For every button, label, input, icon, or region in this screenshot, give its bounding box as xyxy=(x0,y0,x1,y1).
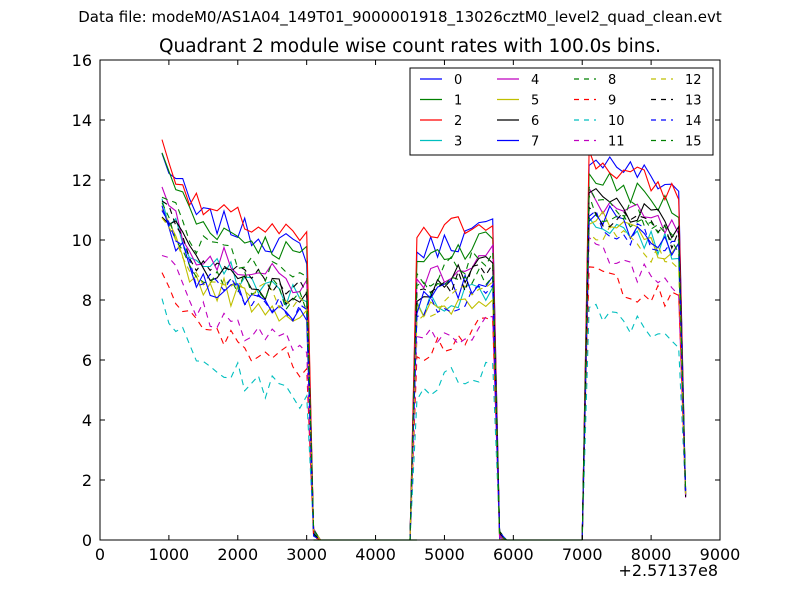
chart-title: Quadrant 2 module wise count rates with … xyxy=(158,36,662,57)
x-tick-label: 8000 xyxy=(631,545,672,564)
legend-label: 6 xyxy=(531,114,539,129)
series-line-15 xyxy=(161,186,687,541)
x-tick-label: 6000 xyxy=(493,545,534,564)
legend-label: 3 xyxy=(454,135,462,150)
legend-label: 14 xyxy=(685,114,702,129)
x-tick-label: 5000 xyxy=(424,545,465,564)
series-line-11 xyxy=(161,236,687,541)
series-line-13 xyxy=(161,200,687,541)
x-axis-offset-label: +2.57137e8 xyxy=(618,561,718,580)
x-tick-label: 3000 xyxy=(286,545,327,564)
series-line-10 xyxy=(161,298,687,541)
axis-ticks: 0 1000 2000 3000 4000 5000 6000 7000 8000 9000 0 2 4… xyxy=(72,51,741,564)
legend-label: 15 xyxy=(685,135,702,150)
x-tick-label: 1000 xyxy=(149,545,190,564)
series-line-3 xyxy=(161,198,687,541)
series-line-14 xyxy=(161,209,687,541)
x-tick-label: 0 xyxy=(95,545,105,564)
y-tick-label: 10 xyxy=(72,231,92,250)
y-tick-label: 8 xyxy=(82,291,92,310)
legend-label: 4 xyxy=(531,73,539,88)
legend-label: 9 xyxy=(608,94,616,109)
x-tick-label: 9000 xyxy=(700,545,741,564)
series-line-4 xyxy=(161,186,687,541)
y-tick-label: 0 xyxy=(82,531,92,550)
series-line-0 xyxy=(161,153,687,541)
legend-label: 0 xyxy=(454,73,462,88)
legend-label: 8 xyxy=(608,73,616,88)
series-line-6 xyxy=(161,187,687,541)
x-tick-label: 7000 xyxy=(562,545,603,564)
series-line-12 xyxy=(161,217,687,541)
legend-label: 5 xyxy=(531,94,539,109)
legend-label: 7 xyxy=(531,135,539,150)
series-line-2 xyxy=(161,139,687,541)
y-tick-label: 2 xyxy=(82,471,92,490)
y-tick-label: 14 xyxy=(72,111,92,130)
legend-label: 1 xyxy=(454,94,462,109)
y-tick-label: 6 xyxy=(82,351,92,370)
y-tick-label: 16 xyxy=(72,51,92,70)
legend-label: 12 xyxy=(685,73,702,88)
legend-label: 2 xyxy=(454,114,462,129)
legend-label: 13 xyxy=(685,94,702,109)
series-line-1 xyxy=(161,152,687,541)
x-tick-label: 4000 xyxy=(355,545,396,564)
x-tick-label: 2000 xyxy=(217,545,258,564)
series-line-9 xyxy=(161,266,687,541)
y-tick-label: 12 xyxy=(72,171,92,190)
data-file-title: Data file: modeM0/AS1A04_149T01_90000019… xyxy=(78,8,722,26)
series-line-8 xyxy=(161,195,687,541)
y-tick-label: 4 xyxy=(82,411,92,430)
legend-label: 10 xyxy=(608,114,625,129)
series-line-5 xyxy=(161,209,687,541)
legend-label: 11 xyxy=(608,135,625,150)
